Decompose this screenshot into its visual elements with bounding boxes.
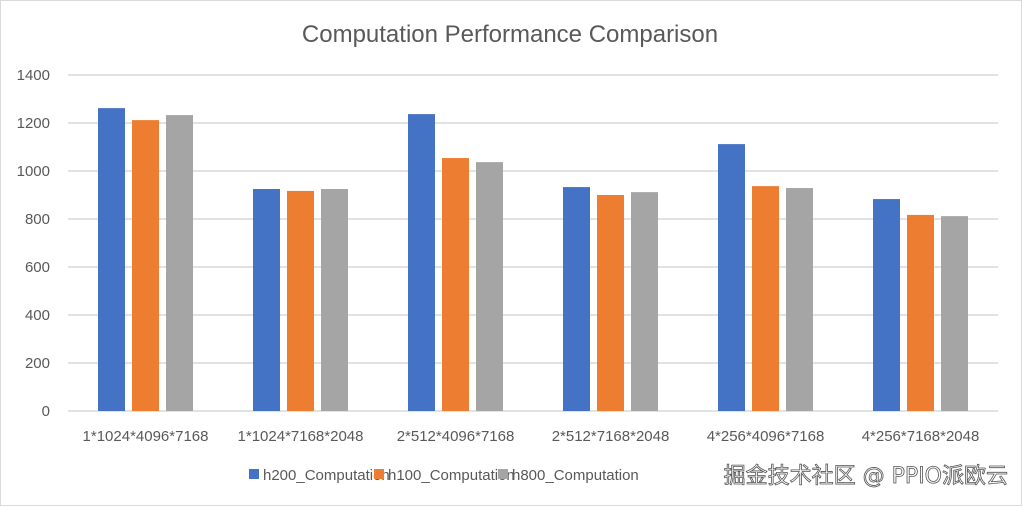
y-tick-label: 400 xyxy=(25,307,50,324)
bar-h100_Computation-2 xyxy=(287,190,314,411)
bar-h100_Computation-5 xyxy=(752,186,779,411)
x-tick-label: 1*1024*4096*7168 xyxy=(83,428,209,445)
y-tick-label: 1400 xyxy=(17,67,50,84)
bar-h100_Computation-3 xyxy=(442,158,469,411)
bar-h800_Computation-2 xyxy=(321,189,348,411)
x-tick-label: 4*256*7168*2048 xyxy=(862,428,980,445)
bar-h800_Computation-1 xyxy=(166,115,193,411)
y-tick-label: 1000 xyxy=(17,163,50,180)
y-tick-label: 1200 xyxy=(17,115,50,132)
bar-h200_Computation-5 xyxy=(718,144,745,411)
x-tick-label: 2*512*4096*7168 xyxy=(397,428,515,445)
y-tick-label: 200 xyxy=(25,355,50,372)
x-tick-label: 4*256*4096*7168 xyxy=(707,428,825,445)
bar-h100_Computation-1 xyxy=(132,120,159,412)
watermark: 掘金技术社区 @ PPIO派欧云 xyxy=(724,464,1008,489)
bar-h800_Computation-6 xyxy=(941,216,968,411)
legend-label: h800_Computation xyxy=(512,467,639,484)
y-tick-label: 0 xyxy=(42,403,50,420)
x-tick-label: 1*1024*7168*2048 xyxy=(238,428,364,445)
legend-label: h200_Computation xyxy=(263,467,390,484)
x-tick-label: 2*512*7168*2048 xyxy=(552,428,670,445)
bar-h200_Computation-1 xyxy=(98,108,125,412)
legend-swatch xyxy=(374,469,384,479)
bar-h200_Computation-4 xyxy=(563,187,590,411)
y-tick-label: 800 xyxy=(25,211,50,228)
bar-h800_Computation-4 xyxy=(631,192,658,411)
bar-h800_Computation-3 xyxy=(476,162,503,411)
bar-h200_Computation-6 xyxy=(873,199,900,411)
y-tick-label: 600 xyxy=(25,259,50,276)
bar-h100_Computation-6 xyxy=(907,214,934,411)
legend-swatch xyxy=(498,469,508,479)
bar-h200_Computation-2 xyxy=(253,189,280,411)
bar-h200_Computation-3 xyxy=(408,114,435,412)
bar-h800_Computation-5 xyxy=(786,188,813,411)
chart-title: Computation Performance Comparison xyxy=(302,21,718,48)
bar-h100_Computation-4 xyxy=(597,195,624,411)
legend-label: h100_Computation xyxy=(388,467,515,484)
legend-swatch xyxy=(249,469,259,479)
